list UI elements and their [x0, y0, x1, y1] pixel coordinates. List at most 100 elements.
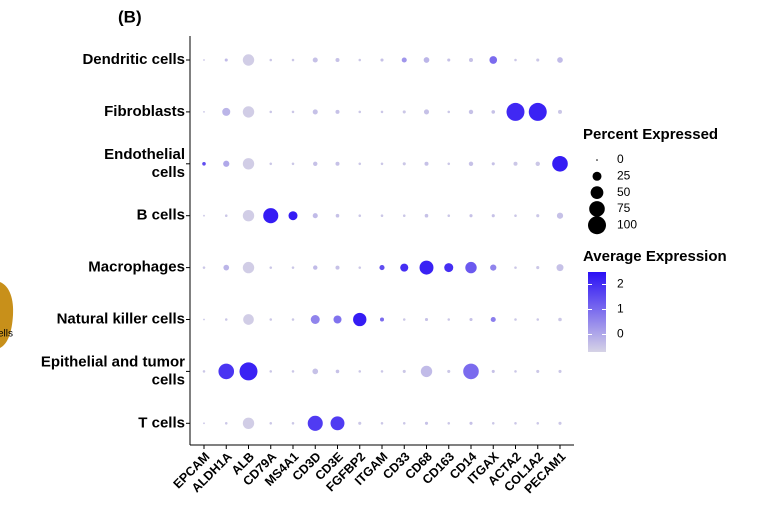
- dot: [447, 318, 451, 321]
- dot: [224, 422, 228, 425]
- dot: [558, 369, 562, 373]
- dot: [312, 57, 318, 63]
- dot: [514, 422, 517, 425]
- dot: [402, 162, 406, 166]
- dot: [269, 162, 273, 166]
- y-tick-label: Endothelial cells: [104, 146, 185, 181]
- dot: [353, 312, 367, 327]
- dot: [447, 58, 451, 62]
- dot: [424, 317, 429, 322]
- dot: [263, 208, 279, 224]
- dot: [380, 58, 384, 62]
- dot: [310, 315, 320, 324]
- dot: [291, 266, 295, 269]
- dot: [514, 214, 517, 217]
- y-tick-label: Epithelial and tumor cells: [41, 353, 185, 388]
- dot: [552, 156, 568, 172]
- dot: [424, 421, 429, 425]
- chart-title: (B): [118, 7, 142, 26]
- size-legend-label: 0: [617, 152, 624, 166]
- dot: [313, 265, 318, 270]
- dot: [491, 110, 496, 114]
- dot: [242, 158, 255, 170]
- dot: [490, 264, 497, 271]
- dot: [558, 421, 562, 425]
- dot: [202, 370, 206, 373]
- dot: [447, 214, 451, 217]
- dot: [358, 58, 362, 62]
- dot: [224, 214, 228, 217]
- y-tick-label: Macrophages: [88, 259, 185, 276]
- dot: [419, 260, 434, 275]
- dot: [242, 106, 255, 118]
- size-legend-label: 50: [617, 185, 631, 199]
- dot: [536, 422, 540, 425]
- dot: [202, 266, 206, 269]
- dot: [307, 415, 323, 431]
- dot: [291, 58, 295, 62]
- dot: [291, 318, 295, 321]
- dot: [242, 210, 255, 222]
- dot: [269, 58, 273, 62]
- dot: [335, 109, 340, 114]
- dot: [491, 422, 495, 425]
- y-tick-label: B cells: [137, 207, 185, 224]
- y-tick-label: Fibroblasts: [104, 103, 185, 120]
- colorbar-label: 0: [617, 327, 624, 341]
- dot: [312, 368, 319, 375]
- dot: [514, 266, 517, 269]
- dot: [335, 265, 340, 270]
- dot: [379, 317, 385, 322]
- dot: [558, 317, 562, 322]
- dot: [224, 318, 228, 321]
- size-legend-dot: [592, 171, 602, 181]
- dot: [380, 214, 384, 217]
- y-tick-label: Natural killer cells: [57, 310, 185, 327]
- dot: [402, 369, 406, 373]
- dot: [380, 110, 384, 114]
- dot: [557, 57, 563, 63]
- dot: [556, 264, 564, 272]
- dot: [423, 57, 430, 63]
- size-legend-label: 25: [617, 168, 631, 182]
- dot: [444, 263, 454, 273]
- size-legend-dot: [588, 216, 606, 235]
- dot: [335, 213, 340, 218]
- dot: [380, 422, 384, 425]
- dot: [400, 263, 409, 272]
- dot: [401, 57, 407, 63]
- dot: [536, 318, 540, 321]
- dot: [203, 111, 205, 113]
- dot: [269, 370, 273, 373]
- dot: [288, 211, 298, 221]
- colorbar: [588, 272, 606, 352]
- dot: [335, 57, 340, 63]
- cropped-figure-fragment: [0, 282, 14, 348]
- dot: [222, 107, 231, 116]
- size-legend-title: Percent Expressed: [583, 126, 718, 143]
- dot: [313, 161, 318, 167]
- dot: [420, 365, 433, 378]
- dot: [335, 161, 340, 166]
- dot: [203, 214, 205, 217]
- dot: [535, 161, 540, 167]
- size-legend-label: 75: [617, 201, 631, 215]
- dot: [223, 264, 230, 271]
- dot: [223, 160, 230, 167]
- dot: [469, 214, 473, 218]
- dot: [513, 161, 518, 166]
- dot: [536, 58, 540, 62]
- dot: [380, 370, 384, 373]
- dot: [528, 102, 547, 121]
- colorbar-label: 2: [617, 277, 624, 291]
- dot: [424, 213, 429, 218]
- dot: [536, 214, 540, 218]
- dot: [514, 318, 517, 321]
- dot: [506, 102, 525, 121]
- dot: [447, 369, 451, 373]
- dot: [514, 58, 517, 62]
- dot: [491, 162, 495, 166]
- dot: [202, 162, 206, 166]
- dot: [402, 214, 406, 217]
